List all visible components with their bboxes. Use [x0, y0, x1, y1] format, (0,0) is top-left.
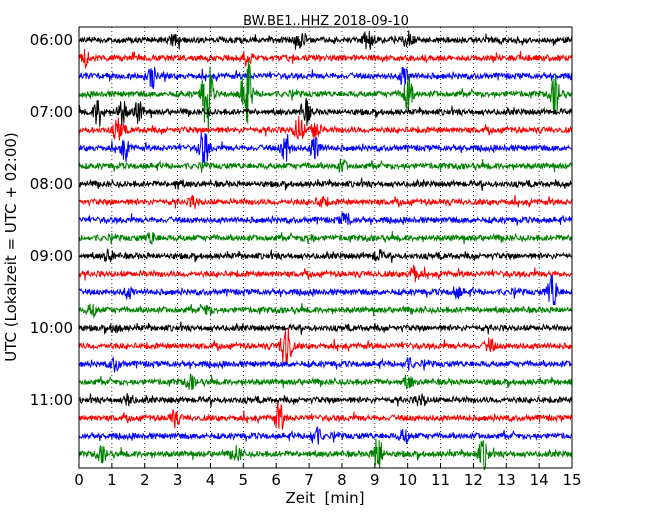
trace-line	[78, 275, 573, 306]
x-tick-label: 12	[464, 471, 483, 489]
x-tick-label: 7	[304, 471, 314, 489]
x-tick-label: 11	[431, 471, 450, 489]
y-tick-label: 11:00	[30, 391, 73, 409]
x-tick-label: 14	[530, 471, 549, 489]
trace-line	[78, 66, 573, 90]
trace-line	[78, 177, 573, 191]
y-axis-label: UTC (Lokalzeit = UTC + 02:00)	[2, 132, 20, 362]
y-tick-label: 08:00	[30, 175, 73, 193]
seismic-traces	[78, 30, 573, 471]
chart-title: BW.BE1..HHZ 2018-09-10	[243, 14, 409, 29]
trace-line	[78, 248, 573, 263]
trace-line	[78, 321, 573, 335]
trace-line	[78, 327, 573, 365]
x-tick-label: 9	[370, 471, 380, 489]
trace-line	[78, 97, 573, 127]
x-tick-label: 3	[173, 471, 183, 489]
trace-line	[78, 59, 573, 134]
x-tick-label: 2	[140, 471, 150, 489]
trace-line	[78, 30, 573, 50]
x-tick-label: 0	[74, 471, 84, 489]
x-tick-label: 15	[562, 471, 581, 489]
trace-line	[78, 373, 573, 391]
x-axis-ticks: 0 1 2 3 4 5 6 7 8 9 10 11 12 13 14 15	[74, 463, 582, 489]
trace-line	[78, 438, 573, 471]
y-tick-label: 06:00	[30, 31, 73, 49]
y-tick-label: 09:00	[30, 247, 73, 265]
x-tick-label: 1	[107, 471, 117, 489]
x-tick-label: 5	[239, 471, 249, 489]
plot-frame	[78, 26, 573, 469]
trace-line	[78, 211, 573, 226]
trace-line	[78, 426, 573, 445]
x-tick-label: 8	[337, 471, 347, 489]
trace-line	[78, 393, 573, 407]
vertical-gridlines	[111, 27, 540, 468]
trace-line	[78, 302, 573, 318]
y-axis-ticks: 06:00 07:00 08:00 09:00 10:00 11:00	[30, 31, 572, 409]
x-tick-label: 13	[497, 471, 516, 489]
trace-line	[78, 132, 573, 166]
trace-line	[78, 230, 573, 245]
trace-line	[78, 115, 573, 141]
y-tick-label: 07:00	[30, 103, 73, 121]
x-tick-label: 4	[206, 471, 216, 489]
x-tick-label: 6	[271, 471, 281, 489]
x-tick-label: 10	[398, 471, 417, 489]
trace-line	[78, 49, 573, 69]
trace-line	[78, 158, 573, 174]
trace-line	[78, 264, 573, 283]
x-axis-label: Zeit [min]	[285, 489, 364, 507]
trace-line	[78, 355, 573, 373]
y-tick-label: 10:00	[30, 319, 73, 337]
trace-line	[78, 401, 573, 430]
trace-line	[78, 194, 573, 210]
